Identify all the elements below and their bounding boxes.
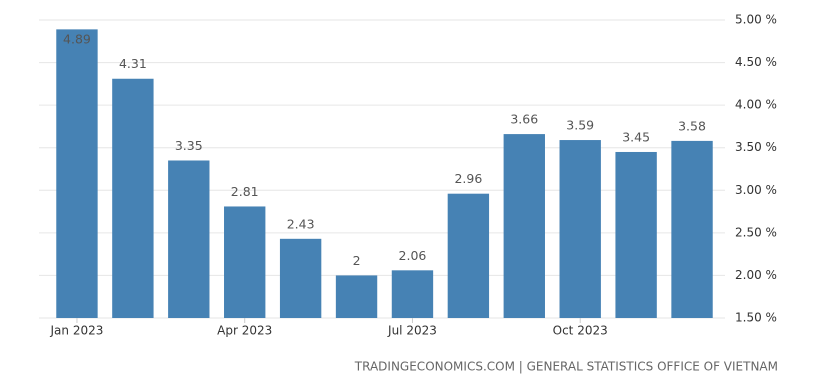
value-label: 3.35 bbox=[175, 138, 203, 153]
bar bbox=[447, 193, 490, 318]
y-tick-label: 2.50 % bbox=[735, 225, 777, 239]
bar bbox=[615, 151, 657, 318]
value-label: 2.43 bbox=[287, 216, 315, 231]
source: TRADINGECONOMICS.COM | GENERAL STATISTIC… bbox=[354, 360, 778, 374]
value-label: 2.81 bbox=[231, 184, 259, 199]
x-tick-label: Apr 2023 bbox=[217, 324, 272, 338]
bar bbox=[279, 238, 322, 318]
bar bbox=[559, 140, 601, 318]
bar bbox=[224, 206, 266, 318]
value-label: 3.59 bbox=[566, 118, 594, 133]
bar bbox=[671, 140, 713, 318]
value-label: 4.31 bbox=[119, 56, 147, 71]
bar bbox=[112, 78, 154, 319]
value-label: 3.58 bbox=[678, 118, 706, 133]
value-label: 3.66 bbox=[510, 112, 538, 127]
bar bbox=[503, 134, 545, 318]
y-tick-label: 3.50 % bbox=[735, 140, 777, 154]
x-tick-label: Oct 2023 bbox=[553, 324, 608, 338]
bar bbox=[168, 160, 210, 318]
bar bbox=[391, 270, 434, 318]
value-label: 2.06 bbox=[399, 248, 427, 263]
x-tick-label: Jul 2023 bbox=[387, 324, 437, 338]
y-tick-label: 1.50 % bbox=[735, 311, 777, 325]
y-tick-label: 2.00 % bbox=[735, 268, 777, 282]
y-tick-label: 4.50 % bbox=[735, 55, 777, 69]
y-tick-label: 3.00 % bbox=[735, 183, 777, 197]
y-tick-label: 4.00 % bbox=[735, 98, 777, 112]
value-label: 2.96 bbox=[454, 171, 482, 186]
x-tick-label: Jan 2023 bbox=[50, 324, 104, 338]
bar bbox=[335, 275, 378, 318]
value-label: 2 bbox=[353, 253, 361, 268]
y-tick-label: 5.00 % bbox=[735, 13, 777, 27]
value-label: 3.45 bbox=[622, 129, 650, 144]
value-label: 4.89 bbox=[63, 32, 91, 47]
bar bbox=[56, 29, 98, 318]
